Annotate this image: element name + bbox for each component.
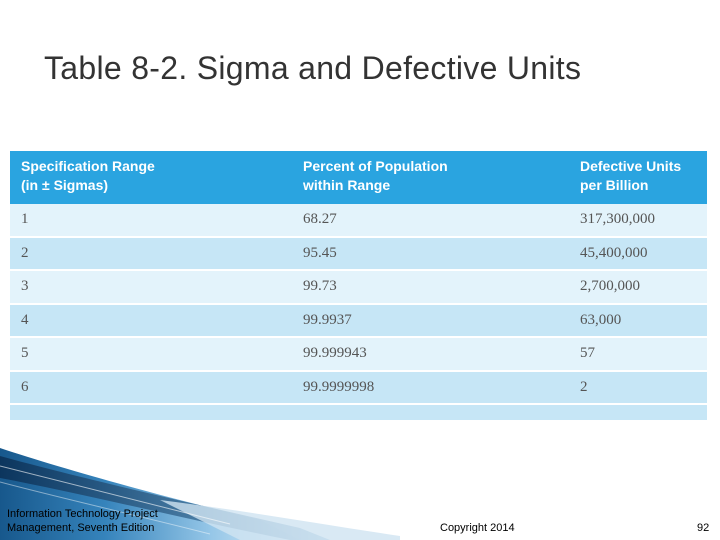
header-line: within Range <box>303 177 391 193</box>
sigma-cell: 1 <box>10 204 292 237</box>
defects-cell: 2 <box>569 369 707 403</box>
header-percent-population: Percent of Population within Range <box>292 151 569 204</box>
footer-book-line: Management, Seventh Edition <box>7 522 155 534</box>
defects-cell: 57 <box>569 336 707 371</box>
sigma-cell: 3 <box>10 269 292 304</box>
table-row: 6 99.9999998 2 <box>10 369 707 403</box>
defects-cell: 317,300,000 <box>569 204 707 237</box>
percent-cell: 99.9999998 <box>292 369 569 403</box>
defects-cell: 2,700,000 <box>569 269 707 304</box>
footer-book-line: Information Technology Project <box>7 508 158 520</box>
footer-copyright: Copyright 2014 <box>440 522 515 534</box>
table-header-row: Specification Range (in ± Sigmas) Percen… <box>10 151 707 204</box>
table-row: 5 99.999943 57 <box>10 336 707 371</box>
header-line: (in ± Sigmas) <box>21 177 109 193</box>
percent-cell: 99.9937 <box>292 302 569 337</box>
percent-cell: 99.73 <box>292 269 569 304</box>
table-row: 1 68.27 317,300,000 <box>10 204 707 237</box>
header-line: per Billion <box>580 177 649 193</box>
percent-cell: 95.45 <box>292 235 569 270</box>
header-line: Defective Units <box>580 158 682 174</box>
header-defective-units: Defective Units per Billion <box>569 151 707 204</box>
sigma-cell: 2 <box>10 235 292 270</box>
header-line: Percent of Population <box>303 158 448 174</box>
slide-title: Table 8-2. Sigma and Defective Units <box>44 50 582 86</box>
sigma-defective-units-table: Specification Range (in ± Sigmas) Percen… <box>10 151 707 403</box>
header-specification-range: Specification Range (in ± Sigmas) <box>10 151 292 204</box>
header-line: Specification Range <box>21 158 155 174</box>
defects-cell: 63,000 <box>569 302 707 337</box>
table-bottom-band <box>10 403 707 420</box>
table-row: 2 95.45 45,400,000 <box>10 235 707 270</box>
percent-cell: 68.27 <box>292 204 569 237</box>
footer-book-title: Information Technology Project Managemen… <box>7 507 197 535</box>
sigma-table-container: Specification Range (in ± Sigmas) Percen… <box>10 151 707 420</box>
sigma-cell: 5 <box>10 336 292 371</box>
sigma-cell: 4 <box>10 302 292 337</box>
table-row: 3 99.73 2,700,000 <box>10 269 707 304</box>
decorative-swoosh <box>0 448 400 540</box>
table-row: 4 99.9937 63,000 <box>10 302 707 337</box>
percent-cell: 99.999943 <box>292 336 569 371</box>
defects-cell: 45,400,000 <box>569 235 707 270</box>
footer-page-number: 92 <box>697 522 710 534</box>
sigma-cell: 6 <box>10 369 292 403</box>
